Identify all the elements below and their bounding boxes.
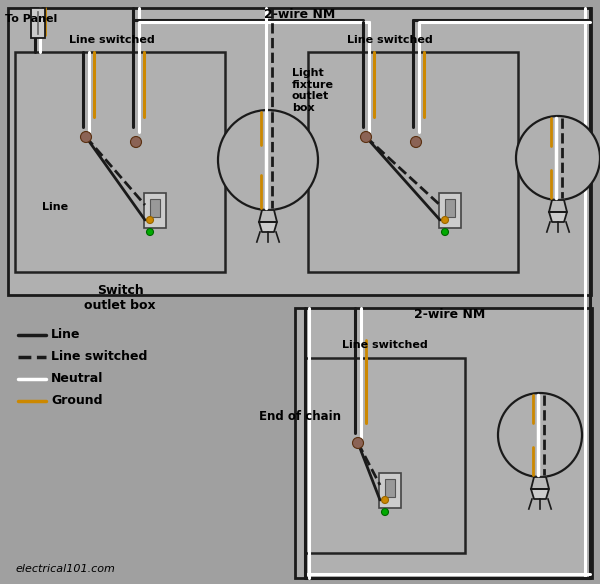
Circle shape — [361, 131, 371, 142]
Circle shape — [498, 393, 582, 477]
Polygon shape — [531, 477, 549, 489]
Circle shape — [80, 131, 91, 142]
Text: Line: Line — [42, 202, 68, 212]
Polygon shape — [259, 210, 277, 222]
Text: Line switched: Line switched — [342, 340, 428, 350]
Text: End of chain: End of chain — [259, 410, 341, 423]
Polygon shape — [531, 489, 549, 499]
Bar — [379, 473, 401, 508]
Bar — [439, 193, 461, 228]
Circle shape — [218, 110, 318, 210]
Bar — [305, 358, 465, 553]
Bar — [144, 193, 166, 228]
Bar — [308, 52, 518, 272]
Circle shape — [146, 228, 154, 235]
Text: Line switched: Line switched — [347, 35, 433, 45]
Circle shape — [382, 509, 389, 516]
Text: Switch
outlet box: Switch outlet box — [84, 284, 156, 312]
Bar — [385, 479, 395, 497]
Text: 2-wire NM: 2-wire NM — [265, 8, 335, 21]
Text: 2-wire NM: 2-wire NM — [415, 308, 485, 321]
Polygon shape — [259, 222, 277, 232]
Text: Ground: Ground — [51, 395, 103, 408]
Polygon shape — [549, 200, 567, 212]
Bar — [15, 52, 225, 272]
Text: Neutral: Neutral — [51, 373, 103, 385]
Bar — [31, 8, 45, 38]
Circle shape — [410, 137, 421, 148]
Circle shape — [382, 496, 389, 503]
Bar — [295, 308, 592, 578]
Circle shape — [146, 217, 154, 224]
Circle shape — [516, 116, 600, 200]
Text: Line: Line — [51, 328, 80, 342]
Circle shape — [442, 217, 449, 224]
Bar — [150, 199, 160, 217]
Polygon shape — [549, 212, 567, 222]
Text: Line switched: Line switched — [51, 350, 148, 363]
Circle shape — [353, 437, 364, 449]
Text: electrical101.com: electrical101.com — [15, 564, 115, 574]
Circle shape — [442, 228, 449, 235]
Text: To Panel: To Panel — [5, 14, 57, 24]
Circle shape — [131, 137, 142, 148]
Bar — [445, 199, 455, 217]
Bar — [8, 8, 591, 295]
Text: Line switched: Line switched — [69, 35, 155, 45]
Text: Light
fixture
outlet
box: Light fixture outlet box — [292, 68, 334, 113]
